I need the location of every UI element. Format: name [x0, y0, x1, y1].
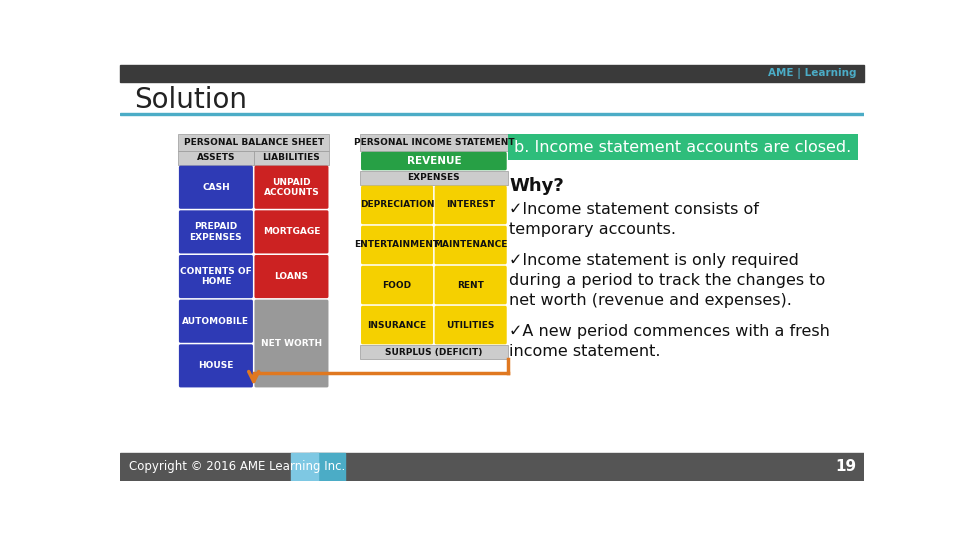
- Text: INSURANCE: INSURANCE: [368, 321, 426, 329]
- Text: EXPENSES: EXPENSES: [408, 173, 460, 183]
- Text: HOUSE: HOUSE: [198, 361, 233, 370]
- Text: REVENUE: REVENUE: [407, 156, 461, 166]
- Text: INTEREST: INTEREST: [446, 200, 495, 210]
- Text: RENT: RENT: [457, 280, 484, 289]
- Text: CONTENTS OF
HOME: CONTENTS OF HOME: [180, 267, 252, 286]
- FancyBboxPatch shape: [361, 186, 433, 224]
- Text: ASSETS: ASSETS: [197, 153, 235, 163]
- Bar: [120, 112, 864, 115]
- Text: temporary accounts.: temporary accounts.: [509, 222, 676, 237]
- FancyBboxPatch shape: [361, 152, 507, 170]
- Text: during a period to track the changes to: during a period to track the changes to: [509, 273, 826, 288]
- Text: PERSONAL INCOME STATEMENT: PERSONAL INCOME STATEMENT: [353, 138, 515, 147]
- Text: ✓Income statement is only required: ✓Income statement is only required: [509, 253, 799, 268]
- Text: Solution: Solution: [134, 86, 247, 114]
- Text: income statement.: income statement.: [509, 343, 660, 359]
- Bar: [179, 134, 329, 151]
- FancyBboxPatch shape: [179, 211, 252, 253]
- FancyBboxPatch shape: [254, 166, 328, 209]
- Text: ENTERTAINMENT: ENTERTAINMENT: [354, 240, 440, 249]
- Bar: [179, 151, 253, 165]
- Text: MORTGAGE: MORTGAGE: [263, 227, 320, 237]
- Text: PREPAID
EXPENSES: PREPAID EXPENSES: [189, 222, 242, 241]
- Bar: [360, 345, 508, 359]
- Bar: [120, 453, 864, 481]
- Bar: [360, 134, 508, 151]
- FancyBboxPatch shape: [361, 266, 433, 304]
- FancyBboxPatch shape: [179, 345, 252, 387]
- Polygon shape: [291, 453, 318, 481]
- FancyBboxPatch shape: [179, 300, 252, 343]
- Text: UTILITIES: UTILITIES: [446, 321, 494, 329]
- Text: LIABILITIES: LIABILITIES: [263, 153, 321, 163]
- Text: AUTOMOBILE: AUTOMOBILE: [182, 316, 250, 326]
- Text: CASH: CASH: [202, 183, 229, 192]
- Text: DEPRECIATION: DEPRECIATION: [360, 200, 434, 210]
- FancyBboxPatch shape: [254, 211, 328, 253]
- FancyBboxPatch shape: [179, 255, 252, 298]
- Text: FOOD: FOOD: [382, 280, 412, 289]
- FancyBboxPatch shape: [435, 186, 507, 224]
- FancyBboxPatch shape: [254, 300, 328, 387]
- FancyBboxPatch shape: [361, 226, 433, 264]
- Text: AME | Learning: AME | Learning: [768, 68, 856, 79]
- Text: LOANS: LOANS: [275, 272, 308, 281]
- Text: ✓A new period commences with a fresh: ✓A new period commences with a fresh: [509, 323, 830, 339]
- FancyBboxPatch shape: [179, 166, 252, 209]
- Text: ✓Income statement consists of: ✓Income statement consists of: [509, 202, 759, 217]
- Bar: [253, 151, 329, 165]
- Text: UNPAID
ACCOUNTS: UNPAID ACCOUNTS: [264, 178, 320, 197]
- Text: MAINTENANCE: MAINTENANCE: [434, 240, 508, 249]
- Text: b. Income statement accounts are closed.: b. Income statement accounts are closed.: [514, 140, 852, 154]
- FancyBboxPatch shape: [361, 306, 433, 345]
- Bar: [508, 134, 858, 160]
- Text: NET WORTH: NET WORTH: [261, 339, 322, 348]
- Text: Why?: Why?: [509, 177, 564, 195]
- Text: 19: 19: [835, 459, 856, 474]
- FancyBboxPatch shape: [435, 306, 507, 345]
- FancyBboxPatch shape: [254, 255, 328, 298]
- FancyBboxPatch shape: [435, 266, 507, 304]
- Text: SURPLUS (DEFICIT): SURPLUS (DEFICIT): [385, 348, 483, 356]
- FancyBboxPatch shape: [435, 226, 507, 264]
- Bar: [120, 65, 864, 82]
- Text: net worth (revenue and expenses).: net worth (revenue and expenses).: [509, 293, 792, 308]
- Text: Copyright © 2016 AME Learning Inc.: Copyright © 2016 AME Learning Inc.: [130, 460, 346, 473]
- Text: PERSONAL BALANCE SHEET: PERSONAL BALANCE SHEET: [183, 138, 324, 147]
- Polygon shape: [291, 453, 345, 481]
- Bar: [360, 171, 508, 185]
